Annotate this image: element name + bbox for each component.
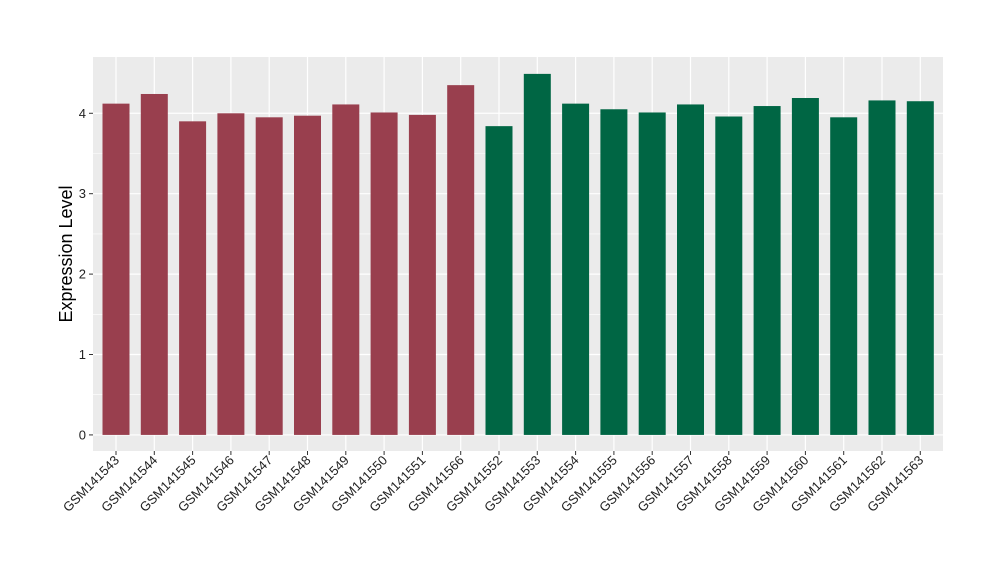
bar-GSM141562	[868, 100, 896, 435]
y-tick-label: 3	[79, 186, 86, 201]
bar-GSM141553	[523, 73, 551, 435]
bars	[102, 73, 934, 435]
y-axis: 0 1 2 3 4	[79, 106, 93, 442]
bar-GSM141545	[179, 121, 207, 435]
bar-GSM141557	[677, 104, 704, 435]
bar-GSM141558	[715, 116, 743, 435]
bar-GSM141561	[830, 117, 858, 435]
bar-GSM141548	[294, 115, 321, 435]
bar-GSM141560	[791, 98, 819, 435]
bar-GSM141555	[600, 109, 628, 435]
bar-GSM141550	[370, 112, 398, 435]
bar-GSM141544	[140, 93, 168, 435]
bar-GSM141552	[485, 126, 513, 435]
y-axis-label: Expression Level	[56, 185, 76, 322]
bar-GSM141547	[255, 117, 283, 435]
bar-GSM141551	[408, 114, 436, 435]
y-tick-label: 4	[79, 106, 86, 121]
bar-GSM141546	[217, 113, 245, 435]
bar-GSM141559	[753, 106, 781, 435]
bar-GSM141549	[332, 104, 360, 435]
bar-GSM141554	[562, 103, 590, 435]
x-axis: GSM141543GSM141544GSM141545GSM141546GSM1…	[60, 451, 926, 515]
bar-GSM141556	[638, 112, 666, 435]
y-tick-label: 2	[79, 267, 86, 282]
y-tick-label: 1	[79, 347, 86, 362]
bar-GSM141563	[906, 101, 934, 435]
bar-GSM141543	[102, 103, 130, 435]
y-tick-label: 0	[79, 427, 86, 442]
bar-GSM141566	[447, 85, 475, 435]
